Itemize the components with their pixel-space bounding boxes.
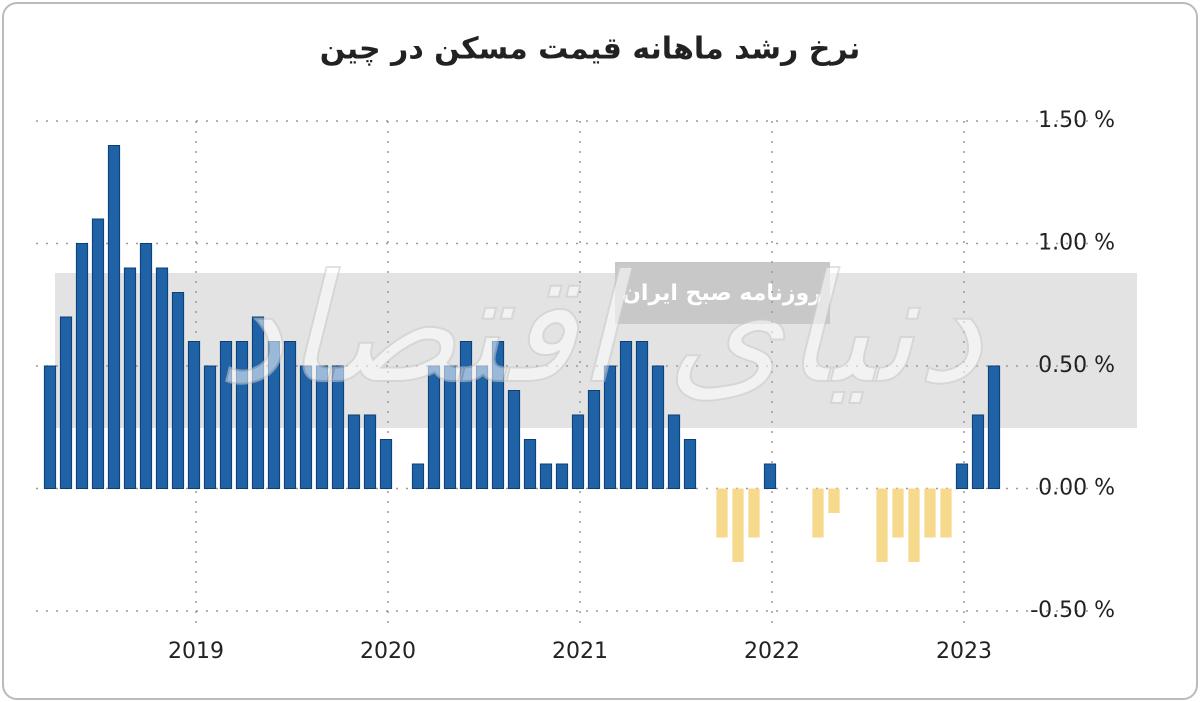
watermark-box [615,262,830,324]
bar [363,414,377,489]
bar [43,365,57,489]
bar [908,488,920,562]
bar [171,292,185,489]
bar [75,243,89,489]
bar [299,365,313,489]
bar [763,463,777,489]
bar [443,365,457,489]
bar [828,488,840,513]
x-tick-label: 2020 [360,639,416,664]
bar [139,243,153,489]
x-tick-label: 2021 [552,639,608,664]
y-tick-label: 1.00 % [1038,231,1115,256]
bar [955,463,969,489]
bar [523,439,537,489]
bar [732,488,744,562]
bar [251,316,265,489]
bar [187,341,201,489]
bar [555,463,569,489]
bar [667,414,681,489]
bar [539,463,553,489]
bar [379,439,393,489]
bar [587,390,601,489]
bar [427,365,441,489]
bar [123,267,137,489]
bar [892,488,904,538]
y-tick-label: -0.50 % [1030,598,1115,623]
y-tick-label: 0.00 % [1038,476,1115,501]
bar [155,267,169,489]
y-tick-label: 1.50 % [1038,108,1115,133]
bar [971,414,985,489]
bar [603,365,617,489]
bar [411,463,425,489]
bar [507,390,521,489]
x-tick-label: 2022 [744,639,800,664]
bar [91,218,105,489]
bar [283,341,297,489]
bar [683,439,697,489]
bar [651,365,665,489]
logo-watermark: دنیای اقتصاد [217,243,984,417]
bar [940,488,952,538]
bar [924,488,936,538]
bar [267,341,281,489]
bar [619,341,633,489]
bar [748,488,760,538]
bar [459,341,473,489]
bar [315,365,329,489]
bar [987,365,1001,489]
bar [219,341,233,489]
bar [491,341,505,489]
bar [812,488,824,538]
bar [235,341,249,489]
bar [876,488,888,562]
x-tick-label: 2019 [168,639,224,664]
x-tick-label: 2023 [936,639,992,664]
bar [475,365,489,489]
bar [571,414,585,489]
chart-title: نرخ رشد ماهانه قیمت مسکن در چین [320,32,861,67]
y-tick-label: 0.50 % [1038,353,1115,378]
bar [635,341,649,489]
bar [59,316,73,489]
bar [347,414,361,489]
bar [331,365,345,489]
watermark: روزنامه صبح ایران [622,281,822,306]
bar [716,488,728,538]
bar [107,145,121,489]
bar [203,365,217,489]
